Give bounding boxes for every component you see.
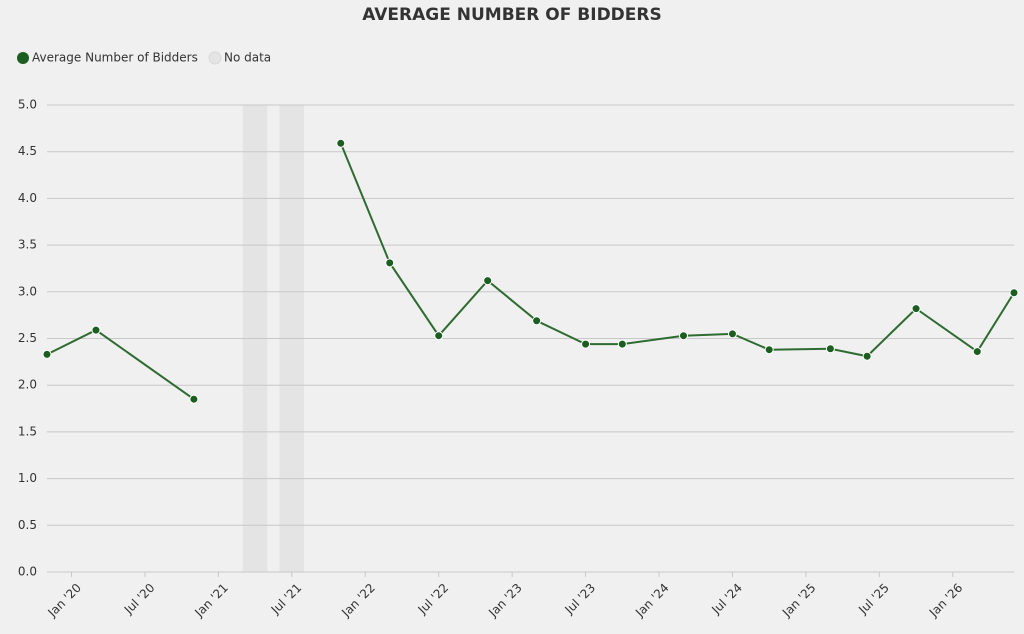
data-point <box>617 339 627 349</box>
legend-label: Average Number of Bidders <box>32 51 198 65</box>
data-point <box>189 394 199 404</box>
legend-marker <box>17 52 29 64</box>
y-tick-label: 2.5 <box>18 331 37 345</box>
y-tick-label: 1.0 <box>18 471 37 485</box>
y-tick-label: 2.0 <box>18 378 37 392</box>
y-tick-label: 0.5 <box>18 518 37 532</box>
data-point <box>532 316 542 326</box>
legend-label: No data <box>224 51 271 65</box>
data-point <box>336 138 346 148</box>
y-tick-label: 3.0 <box>18 284 37 298</box>
y-tick-label: 4.0 <box>18 191 37 205</box>
data-point <box>911 304 921 314</box>
y-tick-label: 1.5 <box>18 424 37 438</box>
data-point <box>764 345 774 355</box>
data-point <box>42 349 52 359</box>
y-tick-label: 3.5 <box>18 238 37 252</box>
data-point <box>91 325 101 335</box>
data-point <box>679 331 689 341</box>
data-point <box>862 351 872 361</box>
data-point <box>972 347 982 357</box>
legend-marker <box>208 51 222 65</box>
y-tick-label: 4.5 <box>18 144 37 158</box>
data-point <box>385 258 395 268</box>
data-point <box>434 331 444 341</box>
data-point <box>727 329 737 339</box>
data-point <box>825 344 835 354</box>
data-point <box>483 276 493 286</box>
y-tick-label: 5.0 <box>18 98 37 112</box>
y-tick-label: 0.0 <box>18 565 37 579</box>
data-point <box>581 339 591 349</box>
chart-title: AVERAGE NUMBER OF BIDDERS <box>362 5 661 25</box>
data-point <box>1009 288 1019 298</box>
